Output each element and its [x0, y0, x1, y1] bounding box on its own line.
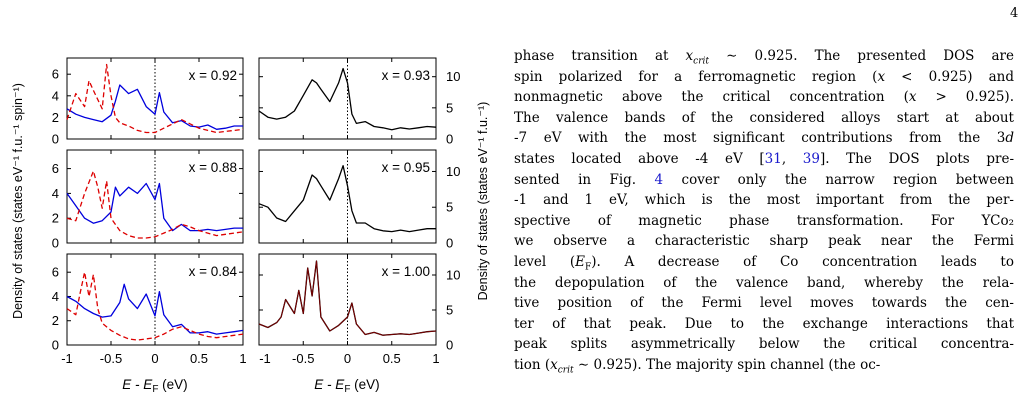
text-line: tive position of the Fermi level moves t…	[514, 295, 1014, 312]
x-axis-title-right: E - EF (eV)	[314, 377, 379, 395]
y-axis-title-right: Density of states (states eV⁻¹ f.u.⁻¹)	[476, 102, 490, 301]
text-line: phase transition at xcrit ∼ 0.925. The p…	[514, 48, 1014, 67]
page-number: 4	[1010, 6, 1019, 21]
panel-left-bottom-xtick-label: 0	[151, 351, 158, 366]
panel-right-bottom-xtick-label: 0	[344, 351, 351, 366]
panel-left-middle-series-solid-blue	[66, 182, 243, 232]
y-axis-title-left: Density of states (states eV⁻¹ f.u.⁻¹ sp…	[11, 83, 25, 319]
panel-left-bottom-series-solid-blue	[66, 283, 244, 335]
text-line: states located above -4 eV [31, 39]. The…	[514, 150, 1014, 167]
text-line: tion (xcrit ∼ 0.925). The majority spin …	[514, 356, 881, 376]
panel-left-bottom-ytick-label: 2	[52, 313, 59, 328]
text-line: -1 and 1 eV, which is the most important…	[514, 192, 1014, 209]
panel-right-top-series-solid-black	[258, 67, 437, 131]
text-line: nonmagnetic above the critical concentra…	[514, 89, 1014, 106]
text-line: ter of that peak. Due to the exchange in…	[514, 315, 1014, 332]
panel-left-bottom-ytick-label: 6	[52, 265, 59, 280]
panel-left-top-ytick-label: 2	[52, 110, 59, 125]
panel-right-middle-ytick-label: 0	[446, 236, 453, 251]
text-line: The valence bands of the considered allo…	[514, 109, 1014, 126]
text-line: peak splits asymmetrically below the cri…	[514, 336, 1014, 353]
panel-left-top-ytick-label: 0	[52, 132, 59, 147]
panel-right-top-ytick-label: 10	[446, 69, 460, 84]
panel-right-bottom-series-solid-dark-red	[258, 260, 437, 336]
panel-left-bottom-xtick-label: -1	[61, 351, 73, 366]
panel-right-bottom-ytick-label: 5	[446, 303, 453, 318]
x-axis-title-left: E - EF (eV)	[122, 377, 187, 395]
panel-right-bottom-xtick-label: 1	[432, 351, 439, 366]
text-line: the depopulation of the valence band, wh…	[514, 274, 1014, 291]
panel-right-top-ytick-label: 5	[446, 100, 453, 115]
panel-left-middle-series-dashed-red	[66, 170, 244, 239]
panel-left-top-series-solid-blue	[66, 84, 243, 130]
text-line: we observe a characteristic sharp peak n…	[514, 233, 1014, 250]
panel-right-bottom-xtick-label: -0.5	[292, 351, 314, 366]
dos-figure: 0 2 4 6 x = 0.92 0 2 4 6 x = 0.88 0 2 4 6 -1 -0.5 0 0.5 1 x…	[0, 0, 500, 413]
panel-left-bottom-xtick-label: 0.5	[190, 351, 208, 366]
panel-right-bottom-annotation: x = 1.00	[382, 264, 430, 279]
panel-right-top-ytick-label: 0	[446, 132, 453, 147]
text-line: -7 eV with the most significant contribu…	[514, 130, 1014, 147]
text-line: sented in Fig. 4 cover only the narrow r…	[514, 171, 1014, 188]
panel-left-bottom-ytick-label: 4	[52, 289, 59, 304]
panel-right-bottom-ytick-label: 10	[446, 268, 460, 283]
text-line: spin polarized for a ferromagnetic regio…	[514, 68, 1014, 85]
text-line: spective of magnetic phase transformatio…	[514, 212, 1014, 229]
panel-left-middle-ytick-label: 0	[52, 236, 59, 251]
panel-right-bottom-ytick-label: 0	[446, 338, 453, 353]
panel-left-top-ytick-label: 4	[52, 88, 59, 103]
panel-right-middle-ytick-label: 5	[446, 200, 453, 215]
panel-right-middle-annotation: x = 0.95	[382, 160, 430, 175]
panel-left-middle-annotation: x = 0.88	[189, 160, 237, 175]
panel-left-bottom-series-dashed-red	[66, 271, 244, 341]
panel-left-bottom-annotation: x = 0.84	[189, 264, 238, 279]
text-line: level (EF). A decrease of Co concentrati…	[514, 253, 1014, 273]
panel-right-middle-ytick-label: 10	[446, 164, 460, 179]
dos-figure-svg: 0 2 4 6 x = 0.92 0 2 4 6 x = 0.88 0 2 4 6 -1 -0.5 0 0.5 1 x…	[11, 57, 490, 395]
panel-right-bottom-xtick-label: 0.5	[383, 351, 401, 366]
panel-left-bottom-xtick-label: 1	[239, 351, 246, 366]
panel-left-middle-ytick-label: 6	[52, 161, 59, 176]
panel-right-middle-series-solid-black	[258, 165, 436, 233]
panel-left-bottom-ytick-label: 0	[52, 338, 59, 353]
panel-left-top-ytick-label: 6	[52, 67, 59, 82]
panel-left-middle-ytick-label: 2	[52, 211, 59, 226]
body-text: phase transition at xcrit ∼ 0.925. The p…	[514, 46, 1014, 376]
panel-right-bottom-xtick-label: -1	[259, 351, 271, 366]
panel-left-bottom-xtick-label: -0.5	[100, 351, 122, 366]
panel-right-top-annotation: x = 0.93	[382, 68, 430, 83]
panel-left-middle-ytick-label: 4	[52, 186, 59, 201]
panel-left-top-annotation: x = 0.92	[189, 68, 237, 83]
